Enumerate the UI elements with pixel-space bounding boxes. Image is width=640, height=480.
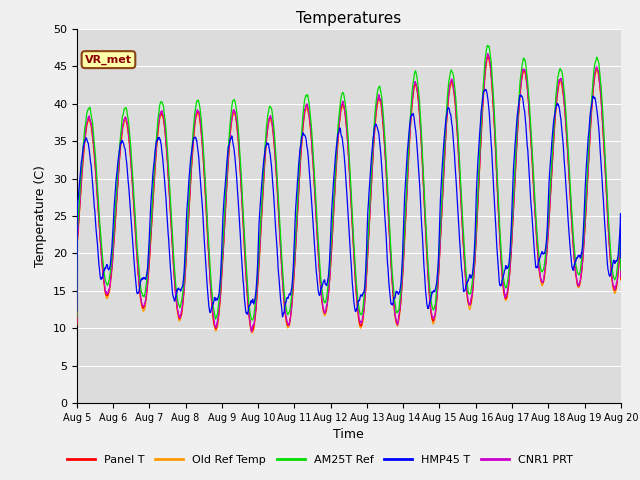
Text: VR_met: VR_met: [85, 55, 132, 65]
Title: Temperatures: Temperatures: [296, 11, 401, 26]
Legend: Panel T, Old Ref Temp, AM25T Ref, HMP45 T, CNR1 PRT: Panel T, Old Ref Temp, AM25T Ref, HMP45 …: [63, 451, 577, 469]
Y-axis label: Temperature (C): Temperature (C): [35, 165, 47, 267]
X-axis label: Time: Time: [333, 429, 364, 442]
